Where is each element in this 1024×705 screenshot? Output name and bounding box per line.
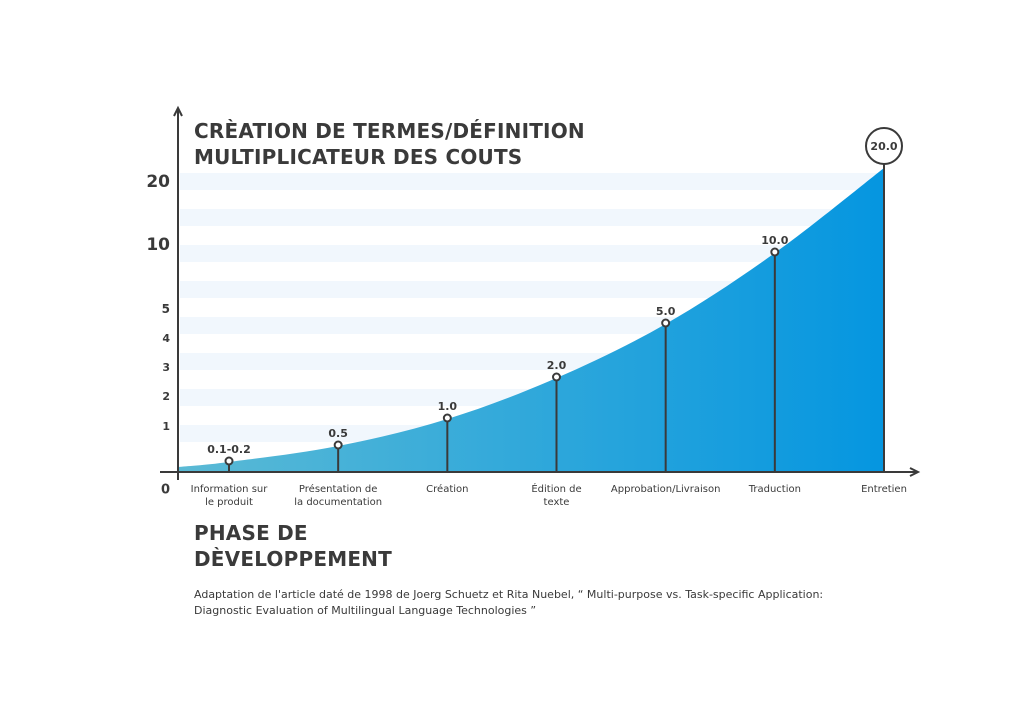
y-tick-label: 3 — [162, 361, 170, 374]
data-label: 5.0 — [656, 305, 676, 318]
data-point — [865, 127, 903, 165]
data-stems: 0.1-0.2 0.5 1.0 2.0 5.0 10.0 20.0 — [207, 127, 903, 472]
chart-title-line-1: CRÈATION DE TERMES/DÉFINITION — [194, 119, 585, 143]
data-label: 0.1-0.2 — [207, 443, 251, 456]
data-point — [661, 318, 671, 328]
y-tick-label: 5 — [162, 302, 170, 316]
grid-band — [180, 173, 884, 190]
x-axis-arrow-icon — [909, 467, 921, 477]
source-note: Adaptation de l'article daté de 1998 de … — [194, 587, 934, 619]
x-tick-label: texte — [544, 497, 570, 508]
data-label: 2.0 — [547, 359, 567, 372]
x-tick-label: Création — [426, 483, 468, 495]
data-point — [442, 413, 452, 423]
y-axis-arrow-icon — [173, 105, 183, 117]
x-tick-label: Présentation de — [299, 483, 377, 495]
source-line-1: Adaptation de l'article daté de 1998 de … — [194, 588, 824, 601]
x-tick-label: Information sur — [191, 484, 269, 495]
chart-title-line-2: MULTIPLICATEUR DES COUTS — [194, 145, 523, 169]
data-point — [770, 247, 780, 257]
y-tick-labels: 0 1 2 3 4 5 10 20 — [146, 172, 170, 498]
data-label: 1.0 — [438, 400, 458, 413]
x-axis-title-line-1: PHASE DE — [194, 521, 308, 545]
x-tick-label: Approbation/Livraison — [611, 484, 721, 495]
y-tick-label: 1 — [162, 420, 170, 433]
y-tick-label: 2 — [162, 390, 170, 403]
grid-band — [180, 209, 884, 226]
grid-band — [180, 245, 884, 262]
x-axis-title: PHASE DE DÈVELOPPEMENT — [194, 520, 392, 572]
axes — [160, 105, 921, 480]
chart-title: CRÈATION DE TERMES/DÉFINITION MULTIPLICA… — [194, 118, 585, 170]
data-label: 20.0 — [870, 140, 897, 153]
x-tick-label: le produit — [205, 497, 253, 508]
source-line-2: Diagnostic Evaluation of Multilingual La… — [194, 604, 537, 617]
x-axis-title-line-2: DÈVELOPPEMENT — [194, 547, 392, 571]
data-point — [333, 440, 343, 450]
cost-area — [178, 168, 884, 472]
x-tick-label: la documentation — [294, 497, 382, 508]
data-label: 0.5 — [328, 427, 348, 440]
y-tick-label: 10 — [146, 235, 170, 255]
y-tick-label: 0 — [161, 483, 170, 498]
x-tick-label: Traduction — [748, 484, 801, 495]
data-point — [224, 456, 234, 466]
grid-band — [180, 281, 884, 298]
data-label: 10.0 — [761, 234, 788, 247]
x-tick-labels: Information sur le produit Présentation de… — [191, 482, 907, 508]
x-tick-label: Édition de — [531, 482, 581, 495]
data-point — [552, 372, 561, 382]
y-tick-label: 4 — [162, 332, 170, 345]
x-tick-label: Entretien — [861, 484, 907, 495]
y-tick-label: 20 — [146, 172, 170, 192]
